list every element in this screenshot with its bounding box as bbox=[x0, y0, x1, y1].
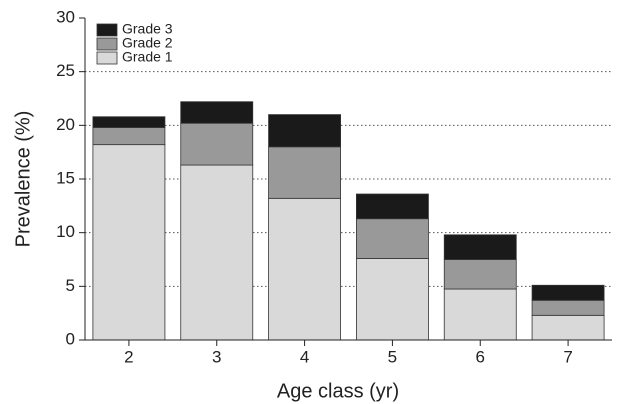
y-axis-label: Prevalence (%) bbox=[12, 111, 34, 248]
y-tick-label: 5 bbox=[66, 276, 75, 295]
x-tick-label: 6 bbox=[476, 347, 485, 366]
legend-swatch bbox=[96, 37, 118, 51]
legend-swatch bbox=[96, 23, 118, 37]
y-tick-label: 20 bbox=[56, 115, 75, 134]
x-tick-label: 5 bbox=[388, 347, 397, 366]
x-axis-label: Age class (yr) bbox=[277, 380, 399, 402]
bar-segment bbox=[356, 218, 429, 259]
bar-segment bbox=[180, 164, 254, 341]
bar-segment bbox=[92, 116, 166, 128]
legend-label: Grade 2 bbox=[122, 35, 173, 51]
bar-segment bbox=[180, 122, 254, 166]
y-tick-label: 0 bbox=[66, 329, 75, 348]
bar-segment bbox=[531, 284, 605, 301]
bar-segment bbox=[356, 193, 429, 220]
y-tick-label: 15 bbox=[56, 168, 75, 187]
bar-segment bbox=[443, 259, 517, 290]
legend-label: Grade 1 bbox=[122, 49, 173, 65]
bar-segment bbox=[443, 288, 517, 341]
y-tick-label: 25 bbox=[56, 61, 75, 80]
bar-segment bbox=[268, 146, 341, 199]
bar-segment bbox=[92, 127, 166, 146]
x-tick-label: 7 bbox=[563, 347, 572, 366]
x-tick-label: 4 bbox=[300, 347, 309, 366]
legend-swatch bbox=[96, 51, 118, 65]
y-tick-label: 10 bbox=[56, 222, 75, 241]
bar-segment bbox=[531, 314, 605, 341]
bar-segment bbox=[268, 114, 341, 148]
y-tick-label: 30 bbox=[56, 7, 75, 26]
bar-segment bbox=[531, 299, 605, 316]
bar-segment bbox=[268, 197, 341, 341]
bar-segment bbox=[180, 101, 254, 124]
x-tick-label: 3 bbox=[212, 347, 221, 366]
bar-segment bbox=[443, 234, 517, 260]
bar-segment bbox=[356, 258, 429, 341]
bar-segment bbox=[92, 144, 166, 341]
legend-label: Grade 3 bbox=[122, 21, 173, 37]
x-tick-label: 2 bbox=[124, 347, 133, 366]
